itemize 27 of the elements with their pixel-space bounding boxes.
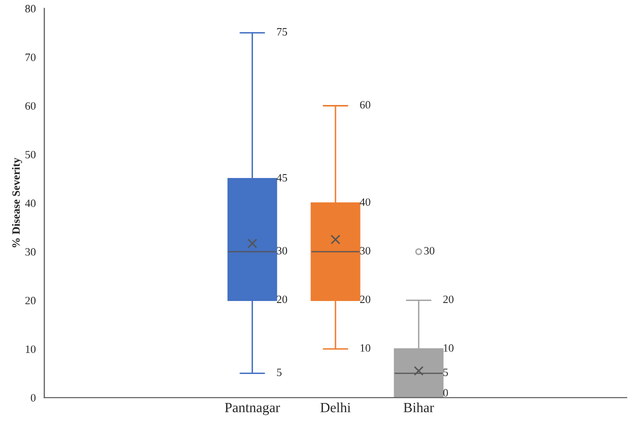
y-tick-label: 50 (26, 150, 36, 158)
annotation: 5 (277, 368, 282, 376)
annotation: 30 (424, 246, 434, 254)
annotation: 75 (277, 28, 288, 36)
y-tick-label: 80 (25, 4, 36, 12)
y-tick-label: 30 (25, 248, 36, 256)
y-tick-label: 10 (26, 345, 36, 353)
y-tick-label: 40 (25, 200, 36, 208)
y-axis-title: % Disease Severity (12, 158, 22, 248)
annotation: 40 (360, 198, 370, 206)
annotation: 60 (360, 101, 370, 109)
annotation: 20 (443, 296, 454, 304)
x-tick-label: Delhi (320, 402, 351, 412)
annotation: 0 (443, 389, 448, 397)
annotation: 5 (443, 368, 448, 376)
annotation: 10 (444, 344, 454, 352)
y-tick-label: 70 (26, 54, 36, 62)
y-tick-label: 60 (25, 102, 36, 110)
y-tick-label: 20 (25, 296, 36, 304)
annotation: 45 (276, 174, 288, 182)
annotation: 20 (360, 296, 370, 304)
annotation: 30 (276, 246, 288, 254)
y-tick-label: 0 (30, 394, 36, 402)
x-tick-label: Bihar (404, 402, 434, 412)
x-tick-label: Pantnagar (224, 402, 280, 416)
annotation: 20 (276, 296, 288, 304)
annotation: 10 (360, 344, 370, 352)
